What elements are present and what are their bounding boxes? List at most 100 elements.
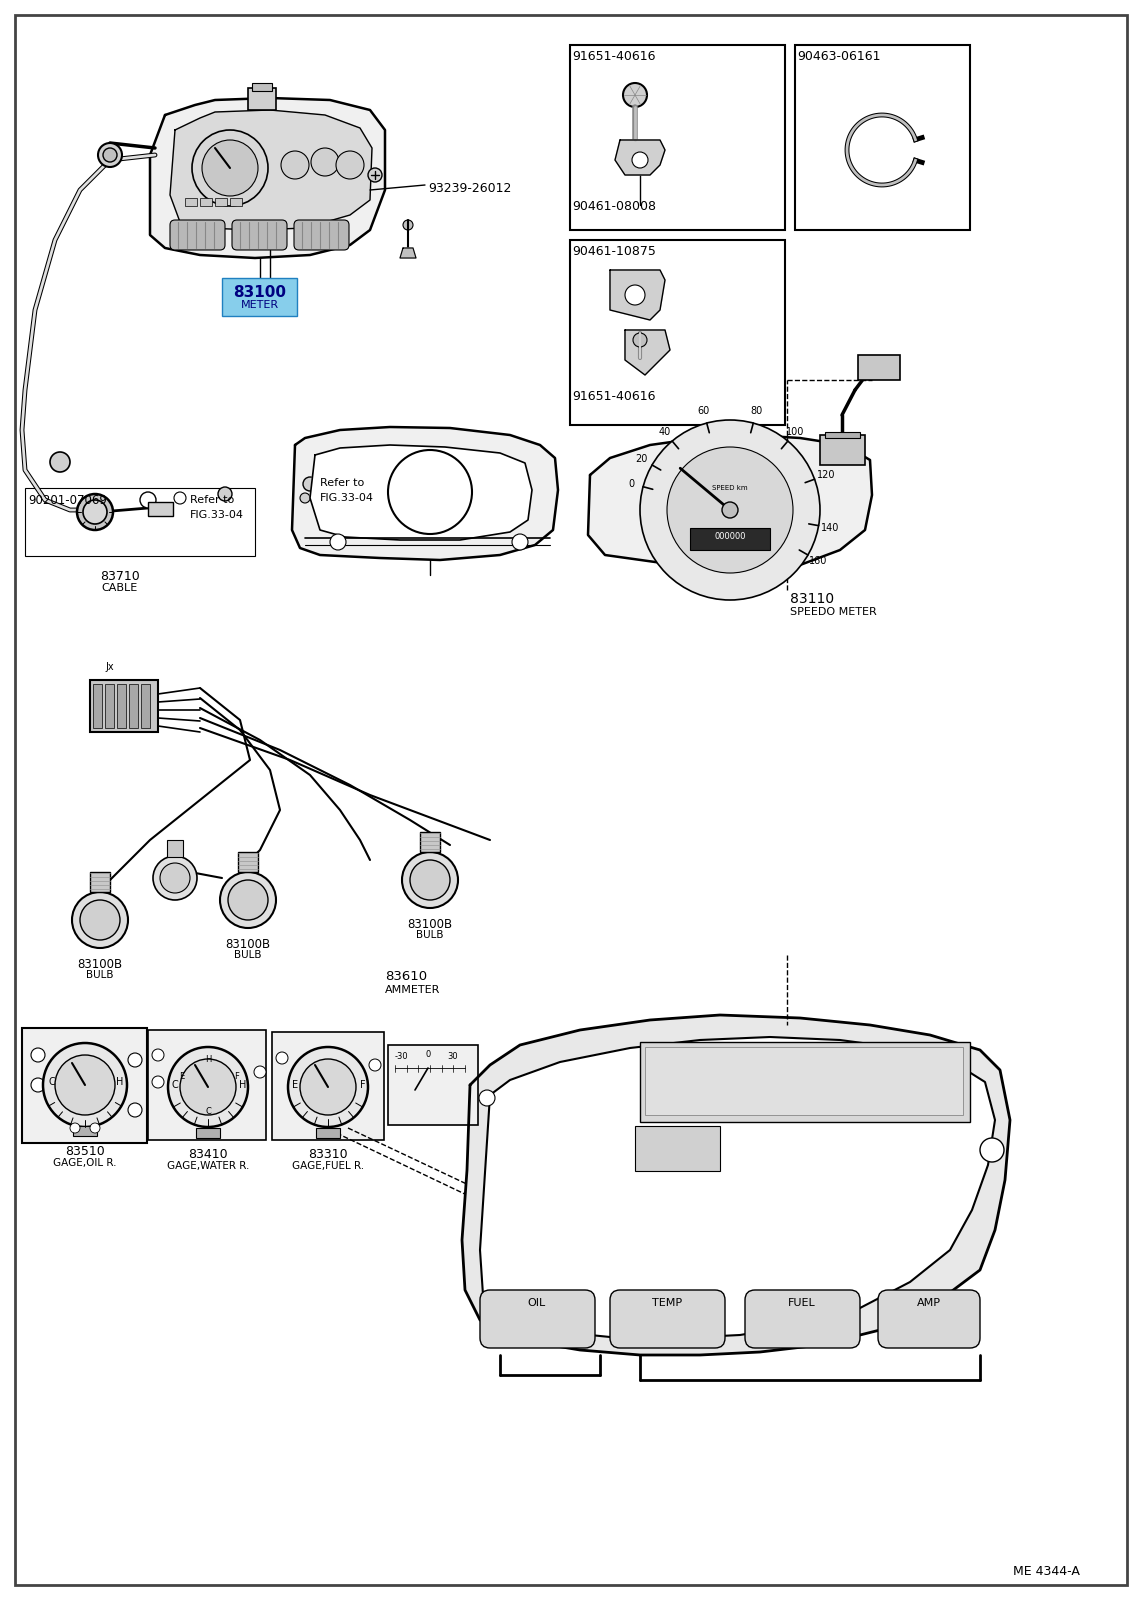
Bar xyxy=(820,435,864,466)
Bar xyxy=(640,1042,970,1122)
Bar xyxy=(185,198,198,206)
Text: 93239-26012: 93239-26012 xyxy=(428,182,512,195)
Text: 83410: 83410 xyxy=(188,1149,227,1162)
Text: F: F xyxy=(360,1080,365,1090)
Circle shape xyxy=(330,534,346,550)
Circle shape xyxy=(50,451,70,472)
Bar xyxy=(215,198,227,206)
Circle shape xyxy=(478,1090,494,1106)
Text: 83100B: 83100B xyxy=(408,918,452,931)
Circle shape xyxy=(80,899,120,939)
Circle shape xyxy=(174,493,186,504)
Polygon shape xyxy=(170,110,372,230)
FancyBboxPatch shape xyxy=(480,1290,595,1347)
Text: 0: 0 xyxy=(628,478,635,488)
Bar xyxy=(858,355,900,379)
Text: BULB: BULB xyxy=(87,970,114,979)
Text: E: E xyxy=(179,1072,185,1082)
Text: FIG.33-04: FIG.33-04 xyxy=(190,510,244,520)
Text: 90461-10875: 90461-10875 xyxy=(572,245,656,258)
FancyBboxPatch shape xyxy=(293,219,349,250)
Text: C: C xyxy=(206,1107,211,1117)
FancyBboxPatch shape xyxy=(170,219,225,250)
Circle shape xyxy=(633,333,648,347)
Text: AMP: AMP xyxy=(917,1298,941,1309)
FancyBboxPatch shape xyxy=(232,219,287,250)
Bar xyxy=(248,88,276,110)
Circle shape xyxy=(625,285,645,306)
Bar xyxy=(388,1045,478,1125)
Bar xyxy=(148,502,172,515)
Text: FIG.33-04: FIG.33-04 xyxy=(320,493,373,502)
Text: GAGE,OIL R.: GAGE,OIL R. xyxy=(54,1158,116,1168)
Text: 90201-07069: 90201-07069 xyxy=(29,494,107,507)
Circle shape xyxy=(77,494,113,530)
Bar xyxy=(140,685,150,728)
Bar xyxy=(570,45,785,230)
Circle shape xyxy=(303,477,317,491)
Bar xyxy=(795,45,970,230)
Bar xyxy=(25,488,255,557)
Circle shape xyxy=(128,1102,142,1117)
Text: BULB: BULB xyxy=(234,950,262,960)
Text: 91651-40616: 91651-40616 xyxy=(572,50,656,62)
Bar xyxy=(316,1128,340,1138)
Bar xyxy=(90,872,110,893)
Circle shape xyxy=(276,1053,288,1064)
Circle shape xyxy=(220,872,276,928)
Circle shape xyxy=(152,1050,164,1061)
Text: 0: 0 xyxy=(425,1050,431,1059)
Polygon shape xyxy=(309,445,532,541)
Circle shape xyxy=(980,1138,1004,1162)
Text: 20: 20 xyxy=(635,454,648,464)
Polygon shape xyxy=(610,270,665,320)
Circle shape xyxy=(153,856,198,899)
Circle shape xyxy=(31,1078,45,1091)
Text: 83100B: 83100B xyxy=(225,938,271,950)
Bar xyxy=(167,840,183,858)
Circle shape xyxy=(202,141,258,195)
Text: SPEEDO METER: SPEEDO METER xyxy=(790,606,877,618)
Circle shape xyxy=(70,1123,80,1133)
Text: 120: 120 xyxy=(817,470,835,480)
Circle shape xyxy=(368,168,383,182)
Circle shape xyxy=(43,1043,127,1126)
Text: 160: 160 xyxy=(810,557,828,566)
Text: F: F xyxy=(234,1072,240,1082)
Circle shape xyxy=(192,130,268,206)
Text: 83100B: 83100B xyxy=(78,958,122,971)
Text: BULB: BULB xyxy=(416,930,444,939)
Bar xyxy=(420,832,440,851)
Circle shape xyxy=(311,149,339,176)
FancyBboxPatch shape xyxy=(745,1290,860,1347)
Text: H: H xyxy=(204,1056,211,1064)
Bar xyxy=(645,1046,963,1115)
Bar xyxy=(635,1126,719,1171)
Circle shape xyxy=(90,1123,100,1133)
Circle shape xyxy=(128,1053,142,1067)
Text: CABLE: CABLE xyxy=(102,582,138,594)
Circle shape xyxy=(228,880,268,920)
Text: 83510: 83510 xyxy=(65,1146,105,1158)
Circle shape xyxy=(667,446,793,573)
Circle shape xyxy=(403,219,413,230)
FancyBboxPatch shape xyxy=(610,1290,725,1347)
Circle shape xyxy=(281,150,309,179)
Text: 90461-08008: 90461-08008 xyxy=(572,200,656,213)
Circle shape xyxy=(72,893,128,947)
Bar xyxy=(825,432,860,438)
Text: 83610: 83610 xyxy=(385,970,427,982)
Bar xyxy=(116,685,126,728)
Circle shape xyxy=(31,1048,45,1062)
Text: GAGE,WATER R.: GAGE,WATER R. xyxy=(167,1162,249,1171)
Polygon shape xyxy=(480,1037,995,1338)
Bar xyxy=(252,83,272,91)
Bar xyxy=(230,198,242,206)
Text: 90463-06161: 90463-06161 xyxy=(797,50,880,62)
Circle shape xyxy=(632,152,648,168)
FancyBboxPatch shape xyxy=(878,1290,980,1347)
Text: C: C xyxy=(171,1080,178,1090)
Text: METER: METER xyxy=(241,301,279,310)
Text: OIL: OIL xyxy=(528,1298,546,1309)
Text: C: C xyxy=(49,1077,55,1086)
